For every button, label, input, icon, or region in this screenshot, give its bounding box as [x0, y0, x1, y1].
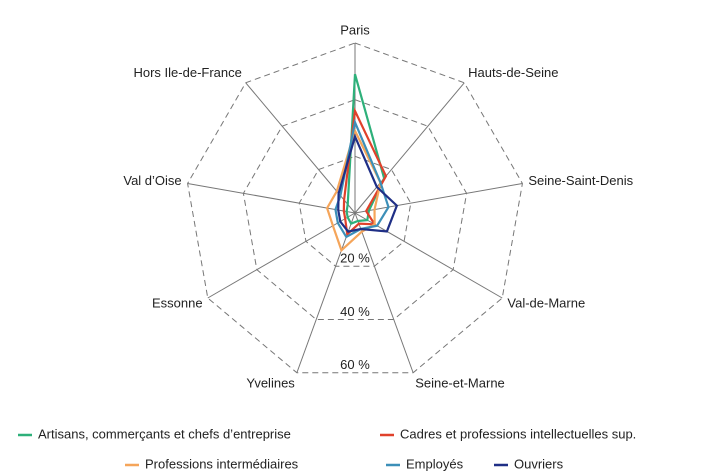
category-label: Val-de-Marne [507, 295, 585, 310]
category-label: Seine-et-Marne [415, 375, 505, 390]
axis-spoke [354, 182, 523, 214]
axis-spoke [187, 182, 356, 214]
series-line [325, 127, 382, 253]
grid-ring [187, 42, 523, 374]
legend-label: Ouvriers [514, 456, 564, 471]
series-line [337, 133, 399, 233]
axis-spoke [354, 82, 465, 214]
category-label: Yvelines [246, 375, 295, 390]
category-label: Hors Ile-de-France [133, 65, 241, 80]
r-tick-label: 60 % [340, 357, 370, 372]
legend-label: Professions intermédiaires [145, 456, 299, 471]
axis-spoke [207, 212, 356, 299]
series-line [342, 107, 388, 237]
category-label: Essonne [152, 295, 203, 310]
legend-label: Cadres et professions intellectuelles su… [400, 426, 636, 441]
category-label: Hauts-de-Seine [468, 65, 558, 80]
legend-label: Employés [406, 456, 464, 471]
grid-ring [298, 155, 412, 267]
category-label: Paris [340, 22, 370, 37]
grid-ring [242, 99, 468, 320]
category-label: Val d’Oise [123, 173, 181, 188]
axis-spoke [296, 212, 356, 373]
category-label: Seine-Saint-Denis [528, 173, 633, 188]
r-tick-label: 20 % [340, 251, 370, 266]
legend-label: Artisans, commerçants et chefs d’entrepr… [38, 426, 291, 441]
axis-spoke [354, 212, 503, 299]
axis-spoke [354, 212, 414, 373]
r-tick-label: 40 % [340, 304, 370, 319]
